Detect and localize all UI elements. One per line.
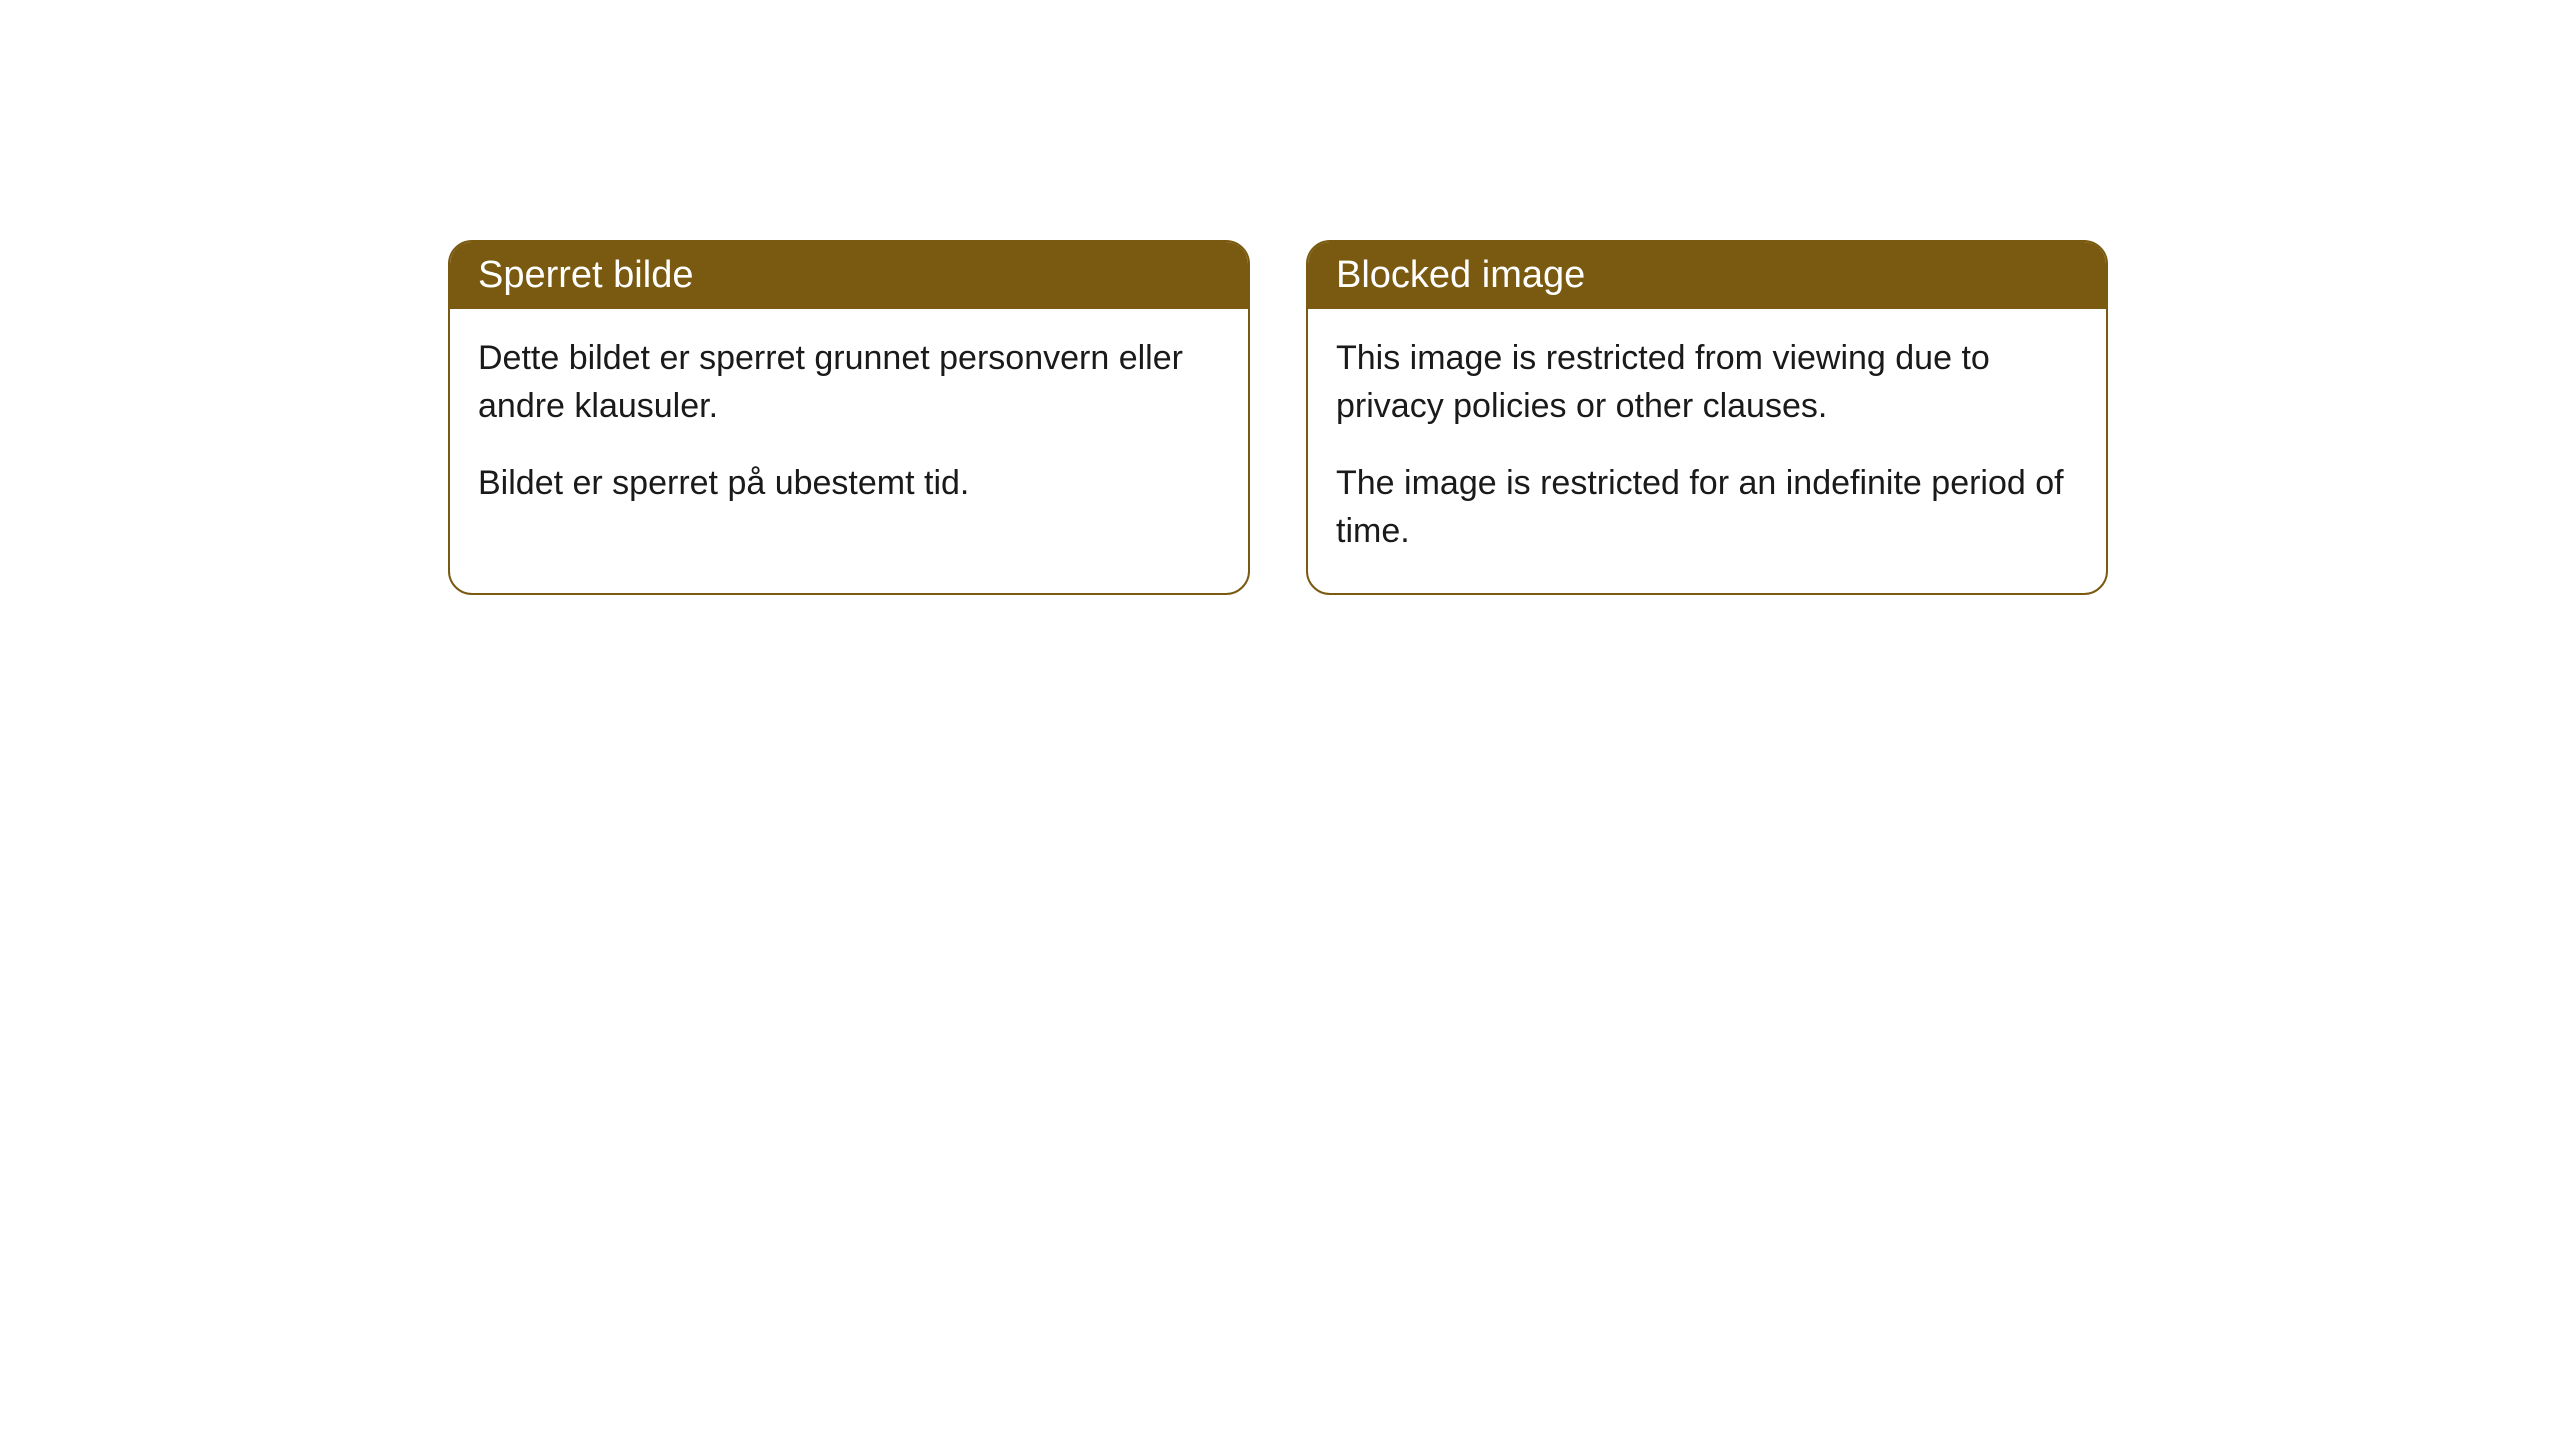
blocked-image-card-english: Blocked image This image is restricted f… [1306, 240, 2108, 595]
card-paragraph: The image is restricted for an indefinit… [1336, 460, 2078, 555]
blocked-image-card-norwegian: Sperret bilde Dette bildet er sperret gr… [448, 240, 1250, 595]
card-paragraph: Dette bildet er sperret grunnet personve… [478, 335, 1220, 430]
card-title: Sperret bilde [478, 254, 693, 296]
card-title: Blocked image [1336, 254, 1585, 296]
card-body: This image is restricted from viewing du… [1308, 309, 2106, 593]
card-body: Dette bildet er sperret grunnet personve… [450, 309, 1248, 546]
card-header: Blocked image [1308, 242, 2106, 309]
card-header: Sperret bilde [450, 242, 1248, 309]
cards-container: Sperret bilde Dette bildet er sperret gr… [0, 0, 2560, 595]
card-paragraph: This image is restricted from viewing du… [1336, 335, 2078, 430]
card-paragraph: Bildet er sperret på ubestemt tid. [478, 460, 1220, 508]
